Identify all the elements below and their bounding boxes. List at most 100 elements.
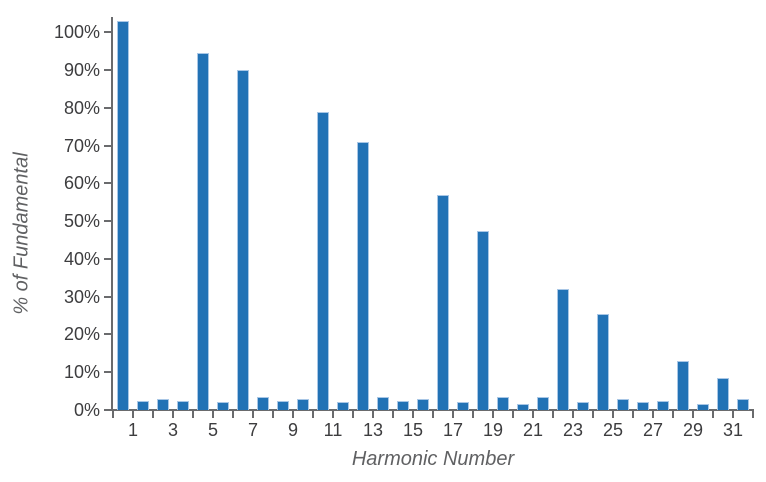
bar-h1 [117,21,129,410]
bar-h2 [137,400,149,410]
x-tick [112,411,114,418]
bar-h27 [637,402,649,410]
bar-h26 [617,398,629,410]
y-tick [104,69,111,72]
bar-h4 [177,400,189,410]
bar-h17 [437,194,449,410]
x-tick-label: 31 [722,420,744,440]
x-axis-title: Harmonic Number [351,448,515,470]
bar-h10 [297,398,309,410]
x-tick-label: 13 [362,420,384,440]
y-tick [104,295,111,298]
x-tick [552,411,554,418]
x-tick [312,411,314,418]
x-tick [472,411,474,418]
x-tick [732,411,734,418]
x-tick [232,411,234,418]
y-tick [104,333,111,336]
bar-h5 [197,53,209,410]
x-tick [212,411,214,418]
x-tick [152,411,154,418]
bar-h20 [497,396,509,410]
bar-h7 [237,70,249,410]
y-tick [104,257,111,260]
x-tick [392,411,394,418]
bar-h25 [597,313,609,410]
y-tick [104,409,111,411]
x-tick-label: 29 [682,420,704,440]
x-tick [252,411,254,418]
x-tick-label: 15 [402,420,424,440]
x-tick-label: 27 [642,420,664,440]
y-tick-label: 10% [63,362,100,383]
bar-h18 [457,402,469,410]
x-tick [632,411,634,418]
bar-h29 [677,360,689,410]
x-tick [192,411,194,418]
x-tick [332,411,334,418]
bar-h22 [537,396,549,410]
x-tick [372,411,374,418]
x-tick [172,411,174,418]
y-tick-label: 50% [63,211,100,232]
y-tick-label: 40% [63,248,100,269]
bar-h9 [277,400,289,410]
x-tick [292,411,294,418]
x-tick [352,411,354,418]
x-tick [432,411,434,418]
x-tick-label: 19 [482,420,504,440]
y-axis-line [111,17,113,411]
x-tick-label: 5 [207,420,218,440]
y-axis-title: % of Fundamental [10,152,33,315]
bar-h23 [557,289,569,410]
x-tick [652,411,654,418]
x-tick-label: 21 [522,420,544,440]
bar-h15 [397,400,409,410]
x-tick-label: 3 [167,420,178,440]
x-tick-label: 17 [442,420,464,440]
bar-h8 [257,396,269,410]
x-tick [612,411,614,418]
y-tick [104,106,111,109]
y-tick-label: 60% [63,173,100,194]
x-tick [512,411,514,418]
bar-h19 [477,230,489,410]
y-tick [104,144,111,147]
x-tick-label: 9 [287,420,298,440]
bar-h24 [577,402,589,410]
x-tick-label: 11 [323,420,343,440]
y-tick [104,371,111,374]
y-tick-label: 80% [63,97,100,118]
bar-h11 [317,111,329,410]
x-tick [752,411,754,418]
x-tick-label: 7 [247,420,258,440]
y-tick-label: 100% [53,22,100,43]
x-tick-label: 25 [602,420,624,440]
bar-h12 [337,402,349,410]
y-tick-label: 0% [73,400,100,420]
x-tick [712,411,714,418]
x-tick-label: 23 [562,420,584,440]
bar-h16 [417,398,429,410]
bar-h13 [357,141,369,410]
y-tick-label: 90% [63,60,100,81]
y-tick [104,220,111,223]
y-tick-label: 20% [63,324,100,345]
bar-h14 [377,396,389,410]
bar-h31 [717,377,729,410]
x-tick [592,411,594,418]
x-tick [452,411,454,418]
bar-h21 [517,404,529,410]
bar-h3 [157,398,169,410]
x-tick [272,411,274,418]
y-tick [104,31,111,34]
bar-h32 [737,398,749,410]
y-tick-label: 70% [63,135,100,156]
x-tick [132,411,134,418]
x-tick [572,411,574,418]
bar-h28 [657,400,669,410]
bar-h30 [697,404,709,410]
x-tick-label: 1 [127,420,138,440]
